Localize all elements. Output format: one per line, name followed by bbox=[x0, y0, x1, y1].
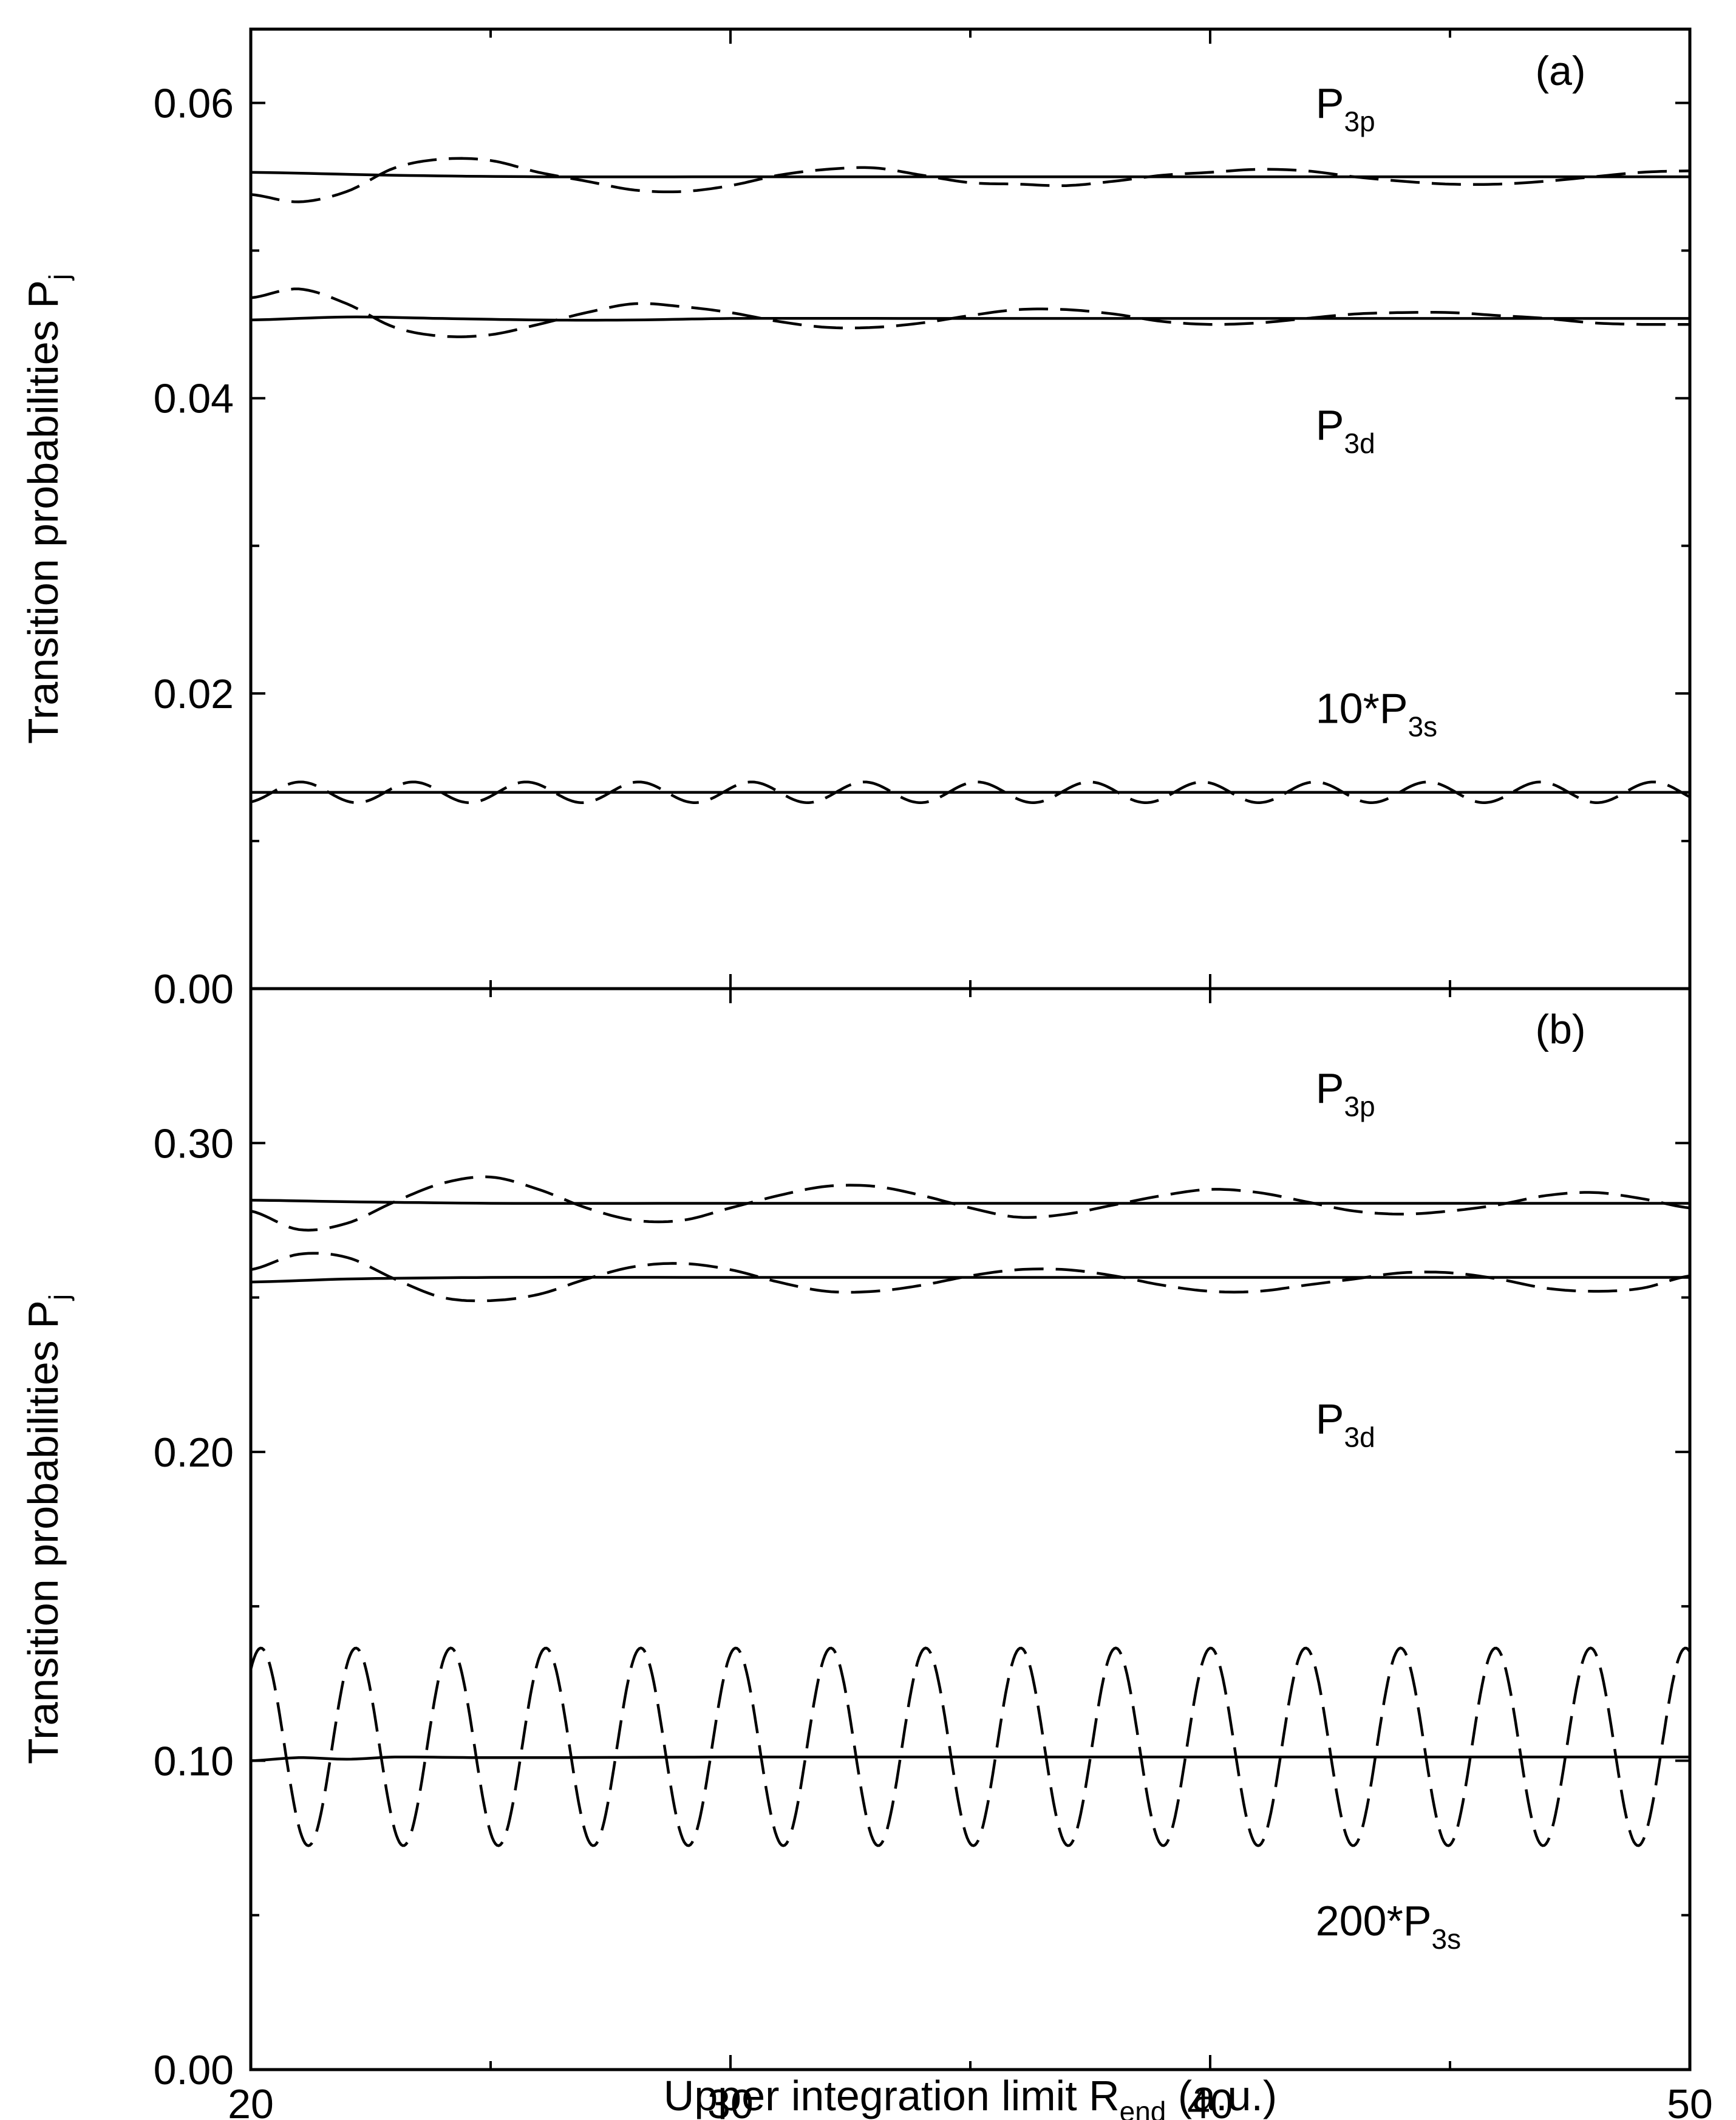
panel-a-y-tick-label: 0.00 bbox=[154, 966, 234, 1012]
panel-a-frame bbox=[249, 27, 1692, 990]
panel-b-y-tick-label: 0.20 bbox=[154, 1430, 234, 1476]
panel-a-y-tick-label: 0.04 bbox=[154, 376, 234, 422]
x-tick-label: 30 bbox=[707, 2081, 754, 2120]
panel-b-y-tick-label: 0.30 bbox=[154, 1120, 234, 1167]
panel-b-y-tick-label: 0.10 bbox=[154, 1738, 234, 1784]
panel-a-label: (a) bbox=[1535, 48, 1585, 94]
panel-b-annotation: 200*P3s bbox=[1316, 1897, 1461, 1955]
panel-a-series-P3d-solid bbox=[250, 315, 1690, 322]
panel-b-series-200*P3s-dashed bbox=[249, 1646, 1691, 1847]
annotation-text: P bbox=[1316, 401, 1344, 449]
panel-b-label: (b) bbox=[1535, 1006, 1585, 1052]
panel-a-annotation: P3p bbox=[1316, 80, 1375, 137]
annotation-subscript: 3s bbox=[1432, 1923, 1462, 1955]
panel-a-series-10*P3s-dashed bbox=[250, 780, 1691, 804]
panel-b-annotation: P3p bbox=[1316, 1065, 1375, 1122]
panel-a-series-P3p-dashed bbox=[250, 157, 1690, 203]
panel-b-series-P3d-solid bbox=[250, 1276, 1690, 1284]
panel-b-series-P3p-dashed bbox=[250, 1175, 1690, 1232]
panel-a-y-tick-label: 0.06 bbox=[154, 81, 234, 127]
annotation-subscript: 3p bbox=[1344, 106, 1375, 137]
annotation-subscript: 3d bbox=[1344, 428, 1375, 459]
annotation-text: 200*P bbox=[1316, 1897, 1432, 1944]
panel-b-y-tick-label: 0.00 bbox=[154, 2047, 234, 2093]
panel-b-series-P3p-solid bbox=[250, 1199, 1690, 1205]
annotation-text: P bbox=[1316, 1395, 1344, 1442]
x-tick-label: 50 bbox=[1667, 2081, 1713, 2120]
x-tick-label: 40 bbox=[1187, 2081, 1233, 2120]
x-tick-label: 20 bbox=[228, 2081, 274, 2120]
panel-b-series-P3d-dashed bbox=[250, 1252, 1690, 1303]
panel-b-series-200*P3s-solid bbox=[250, 1756, 1690, 1762]
panel-a-y-tick-label: 0.02 bbox=[154, 671, 234, 717]
panel-a-y-axis-title: Transition probabilities Pj bbox=[19, 274, 75, 744]
panel-b-frame bbox=[249, 987, 1692, 2071]
annotation-text: P bbox=[1316, 80, 1344, 127]
panel-b-y-axis-title: Transition probabilities Pj bbox=[19, 1294, 75, 1764]
panel-a-series-P3p-solid bbox=[250, 171, 1690, 179]
panel-a-annotation: 10*P3s bbox=[1316, 684, 1437, 742]
annotation-text: P bbox=[1316, 1065, 1344, 1112]
annotation-text: 10*P bbox=[1316, 684, 1408, 732]
annotation-subscript: 3p bbox=[1344, 1091, 1375, 1122]
annotation-subscript: 3s bbox=[1408, 711, 1438, 742]
panel-a-series-P3d-dashed bbox=[250, 287, 1690, 338]
x-axis-title: Upper integration limit Rend (a.u.) bbox=[664, 2072, 1277, 2120]
panel-a-annotation: P3d bbox=[1316, 401, 1375, 459]
annotation-subscript: 3d bbox=[1344, 1421, 1375, 1453]
panel-b-annotation: P3d bbox=[1316, 1395, 1375, 1453]
